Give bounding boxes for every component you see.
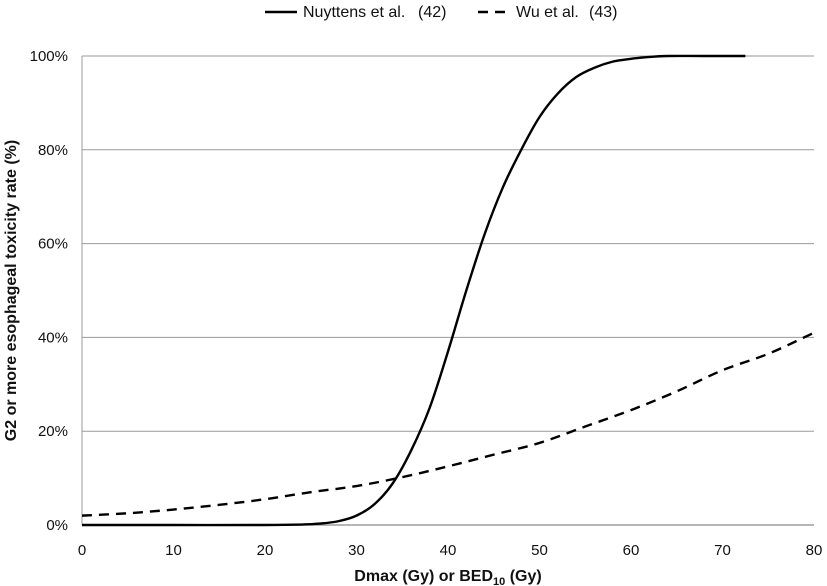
x-tick-label: 40 [440, 542, 457, 559]
x-tick-label: 0 [78, 542, 86, 559]
legend-ref: (42) [418, 4, 446, 21]
x-tick-label: 50 [531, 542, 548, 559]
x-tick-label: 80 [806, 542, 823, 559]
x-tick-label: 10 [165, 542, 182, 559]
legend-label: Wu et al. [516, 4, 579, 21]
y-axis-title: G2 or more esophageal toxicity rate (%) [3, 140, 20, 441]
y-tick-label: 20% [38, 423, 68, 440]
y-tick-label: 0% [46, 517, 68, 534]
gridlines [81, 55, 814, 525]
x-axis-title: Dmax (Gy) or BED10 (Gy) [354, 568, 541, 586]
x-tick-label: 20 [257, 542, 274, 559]
y-tick-label: 80% [38, 142, 68, 159]
series-group [81, 54, 815, 527]
y-tick-label: 100% [30, 48, 68, 65]
y-axis-ticks: 0% 20% 40% 60% 80% 100% [30, 48, 68, 534]
x-tick-label: 60 [623, 542, 640, 559]
legend-ref: (43) [589, 4, 617, 21]
series-nuyttens-line [82, 54, 746, 527]
x-tick-label: 30 [348, 542, 365, 559]
legend: Nuyttens et al. (42) Wu et al. (43) [265, 4, 617, 21]
x-tick-label: 70 [714, 542, 731, 559]
series-wu-line [81, 331, 815, 517]
x-axis-ticks: 0 10 20 30 40 50 60 70 80 [78, 542, 823, 559]
y-tick-label: 40% [38, 329, 68, 346]
y-tick-label: 60% [38, 236, 68, 253]
legend-label: Nuyttens et al. [303, 4, 405, 21]
